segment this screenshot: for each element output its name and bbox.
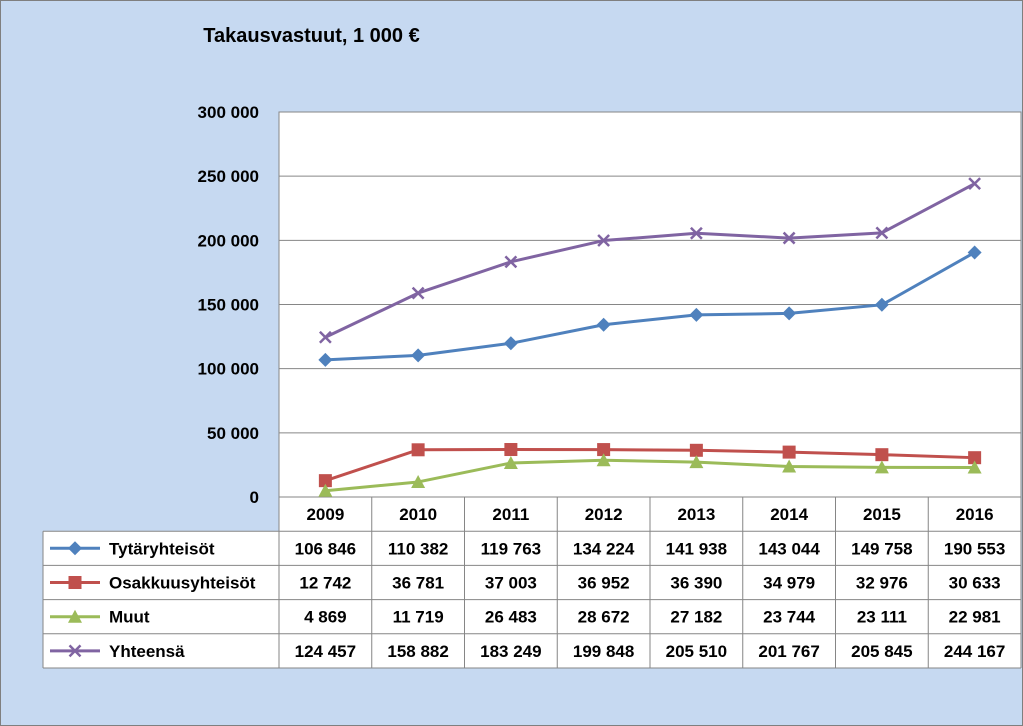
data-table-value: 4 869 — [304, 608, 347, 627]
data-table-value: 205 845 — [851, 642, 912, 661]
data-point — [597, 443, 611, 457]
data-table-value: 244 167 — [944, 642, 1005, 661]
data-table-value: 119 763 — [481, 539, 542, 558]
chart-title: Takausvastuut, 1 000 € — [203, 25, 420, 47]
data-table-value: 23 111 — [857, 608, 907, 627]
data-table-value: 36 390 — [670, 574, 722, 593]
data-table-value: 110 382 — [388, 539, 449, 558]
data-point — [318, 483, 333, 497]
data-point — [411, 348, 426, 363]
x-category-label: 2016 — [956, 505, 994, 524]
data-point — [968, 451, 982, 465]
x-category-label: 2012 — [585, 505, 623, 524]
series-line — [325, 251, 976, 362]
legend-entry: Muut — [109, 608, 150, 627]
data-point — [318, 352, 333, 367]
legend-entry: Tytäryhteisöt — [109, 539, 215, 558]
data-table-value: 11 719 — [393, 608, 444, 627]
data-point — [504, 255, 518, 269]
y-tick-label: 0 — [250, 488, 259, 507]
x-category-label: 2010 — [399, 505, 437, 524]
y-tick-label: 200 000 — [198, 231, 259, 250]
legend-entry: Osakkuusyhteisöt — [109, 574, 256, 593]
x-category-label: 2011 — [492, 505, 529, 524]
data-table-value: 28 672 — [578, 608, 630, 627]
data-table-value: 183 249 — [480, 642, 541, 661]
data-point — [782, 306, 797, 321]
data-table-value: 124 457 — [295, 642, 356, 661]
data-table-value: 34 979 — [763, 574, 815, 593]
series-line — [325, 458, 975, 493]
y-tick-label: 250 000 — [198, 167, 259, 186]
data-point — [504, 443, 518, 457]
data-point — [596, 317, 611, 332]
data-point — [503, 456, 518, 470]
series-line — [324, 448, 975, 483]
y-tick-label: 300 000 — [198, 103, 259, 122]
data-point — [689, 443, 703, 457]
legend-key-marker — [68, 541, 82, 556]
data-table-value: 158 882 — [387, 642, 448, 661]
data-point — [411, 474, 426, 488]
data-point — [689, 226, 703, 240]
data-table-value: 149 758 — [851, 539, 912, 558]
data-point — [318, 474, 332, 488]
data-table-value: 36 781 — [392, 574, 444, 593]
y-tick-label: 150 000 — [198, 296, 259, 315]
data-point — [874, 297, 889, 312]
data-table-value: 32 976 — [856, 574, 908, 593]
data-table-value: 30 633 — [949, 574, 1001, 593]
y-tick-label: 50 000 — [207, 424, 259, 443]
data-table-value: 106 846 — [295, 539, 356, 558]
data-table-value: 37 003 — [485, 574, 537, 593]
data-table-value: 190 553 — [944, 539, 1005, 558]
data-point — [411, 443, 425, 457]
data-table-value: 141 938 — [666, 539, 727, 558]
data-point — [318, 330, 332, 344]
chart-title-wrap: Takausvastuut, 1 000 € — [0, 25, 1023, 48]
data-table-value: 199 848 — [573, 642, 634, 661]
data-table-value: 205 510 — [666, 642, 727, 661]
data-point — [411, 286, 425, 300]
data-table-value: 36 952 — [578, 574, 630, 593]
data-point — [967, 460, 982, 474]
data-point — [875, 226, 889, 240]
data-table-value: 134 224 — [573, 539, 635, 558]
data-table-value: 26 483 — [485, 608, 537, 627]
legend-key-marker — [68, 644, 82, 658]
legend-key-marker — [68, 609, 82, 623]
data-point — [596, 453, 611, 467]
data-point — [875, 448, 889, 462]
data-point — [874, 460, 889, 474]
data-table-value: 23 744 — [763, 608, 816, 627]
x-category-label: 2013 — [677, 505, 715, 524]
data-point — [689, 307, 704, 322]
data-point — [968, 177, 982, 191]
data-table-value: 12 742 — [299, 574, 351, 593]
data-table-value: 201 767 — [758, 642, 819, 661]
x-category-label: 2015 — [863, 505, 901, 524]
legend-entry: Yhteensä — [109, 642, 185, 661]
data-point — [782, 445, 796, 459]
data-table-value: 27 182 — [670, 608, 722, 627]
data-point — [597, 234, 611, 247]
data-point — [782, 231, 796, 245]
series-line — [324, 182, 976, 339]
data-table-value: 22 981 — [949, 608, 1001, 627]
data-table-value: 143 044 — [758, 539, 820, 558]
data-point — [503, 336, 518, 351]
data-point — [967, 245, 982, 260]
x-category-label: 2014 — [770, 505, 808, 524]
x-category-label: 2009 — [306, 505, 344, 524]
data-point — [689, 455, 704, 469]
data-point — [782, 459, 797, 473]
legend-key-marker — [68, 576, 82, 589]
y-tick-label: 100 000 — [198, 360, 259, 379]
